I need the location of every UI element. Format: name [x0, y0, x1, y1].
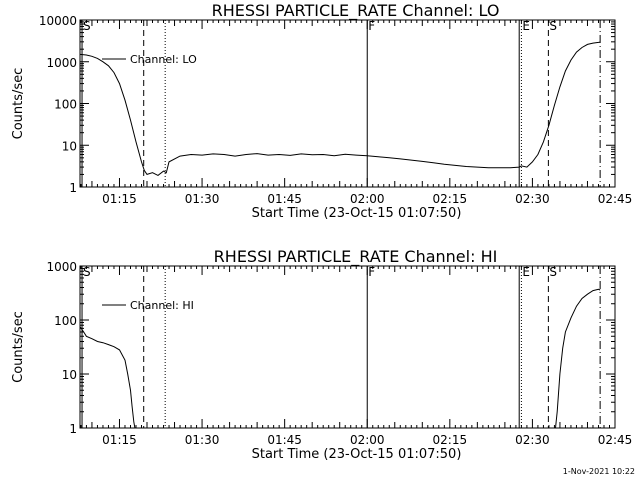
legend-label: Channel: HI	[130, 299, 194, 312]
plot-frame	[79, 265, 616, 429]
event-marker-label: S	[549, 265, 557, 279]
x-tick-label: 02:00	[350, 433, 385, 447]
chart-panel-2: RHESSI PARTICLE_RATE Channel: HI 1 10 100 10…	[11, 247, 632, 462]
x-tick-label: 02:15	[433, 433, 468, 447]
y-axis-label: Counts/sec	[11, 311, 26, 383]
chart-panel-1: RHESSI PARTICLE_RATE Channel: LO 1 10 100 10…	[11, 1, 632, 221]
x-tick-label: 02:45	[598, 192, 633, 206]
x-tick-label: 01:15	[102, 433, 137, 447]
y-tick-label: 100	[54, 314, 77, 328]
event-marker-label: F	[368, 19, 375, 33]
y-tick-label: 10	[62, 139, 77, 153]
y-tick-label: 1000	[46, 56, 77, 70]
legend-label: Channel: LO	[130, 53, 197, 66]
x-tick-label: 01:30	[185, 192, 220, 206]
series-line-2	[555, 288, 601, 428]
event-marker-label: E	[522, 265, 530, 279]
y-tick-label: 10	[62, 368, 77, 382]
plot-frame	[79, 19, 616, 188]
event-marker-label: S	[549, 19, 557, 33]
x-tick-label: 02:00	[350, 192, 385, 206]
event-marker-label: F	[368, 265, 375, 279]
x-tick-label: 01:30	[185, 433, 220, 447]
y-tick-label: 1000	[46, 260, 77, 274]
y-tick-label: 100	[54, 98, 77, 112]
y-axis-label: Counts/sec	[11, 68, 26, 140]
event-marker-label: E	[522, 19, 530, 33]
x-tick-label: 02:30	[515, 192, 550, 206]
x-tick-label: 02:45	[598, 433, 633, 447]
series-line-1	[80, 326, 136, 428]
footer-timestamp: 1-Nov-2021 10:22	[562, 467, 635, 476]
x-tick-label: 01:15	[102, 192, 137, 206]
series-line-1	[80, 41, 601, 176]
y-tick-label: 1	[69, 422, 77, 436]
x-tick-label: 01:45	[267, 192, 302, 206]
y-tick-label: 10000	[39, 14, 77, 28]
x-axis-label: Start Time (23-Oct-15 01:07:50)	[252, 447, 462, 462]
x-tick-label: 02:30	[515, 433, 550, 447]
x-tick-label: 01:45	[267, 433, 302, 447]
x-tick-label: 02:15	[433, 192, 468, 206]
y-tick-label: 1	[69, 181, 77, 195]
chart-title: RHESSI PARTICLE_RATE Channel: LO	[212, 1, 500, 21]
chart-title: RHESSI PARTICLE_RATE Channel: HI	[214, 247, 498, 267]
event-marker-label: S	[83, 265, 91, 279]
event-marker-label: S	[83, 19, 91, 33]
x-axis-label: Start Time (23-Oct-15 01:07:50)	[252, 206, 462, 221]
